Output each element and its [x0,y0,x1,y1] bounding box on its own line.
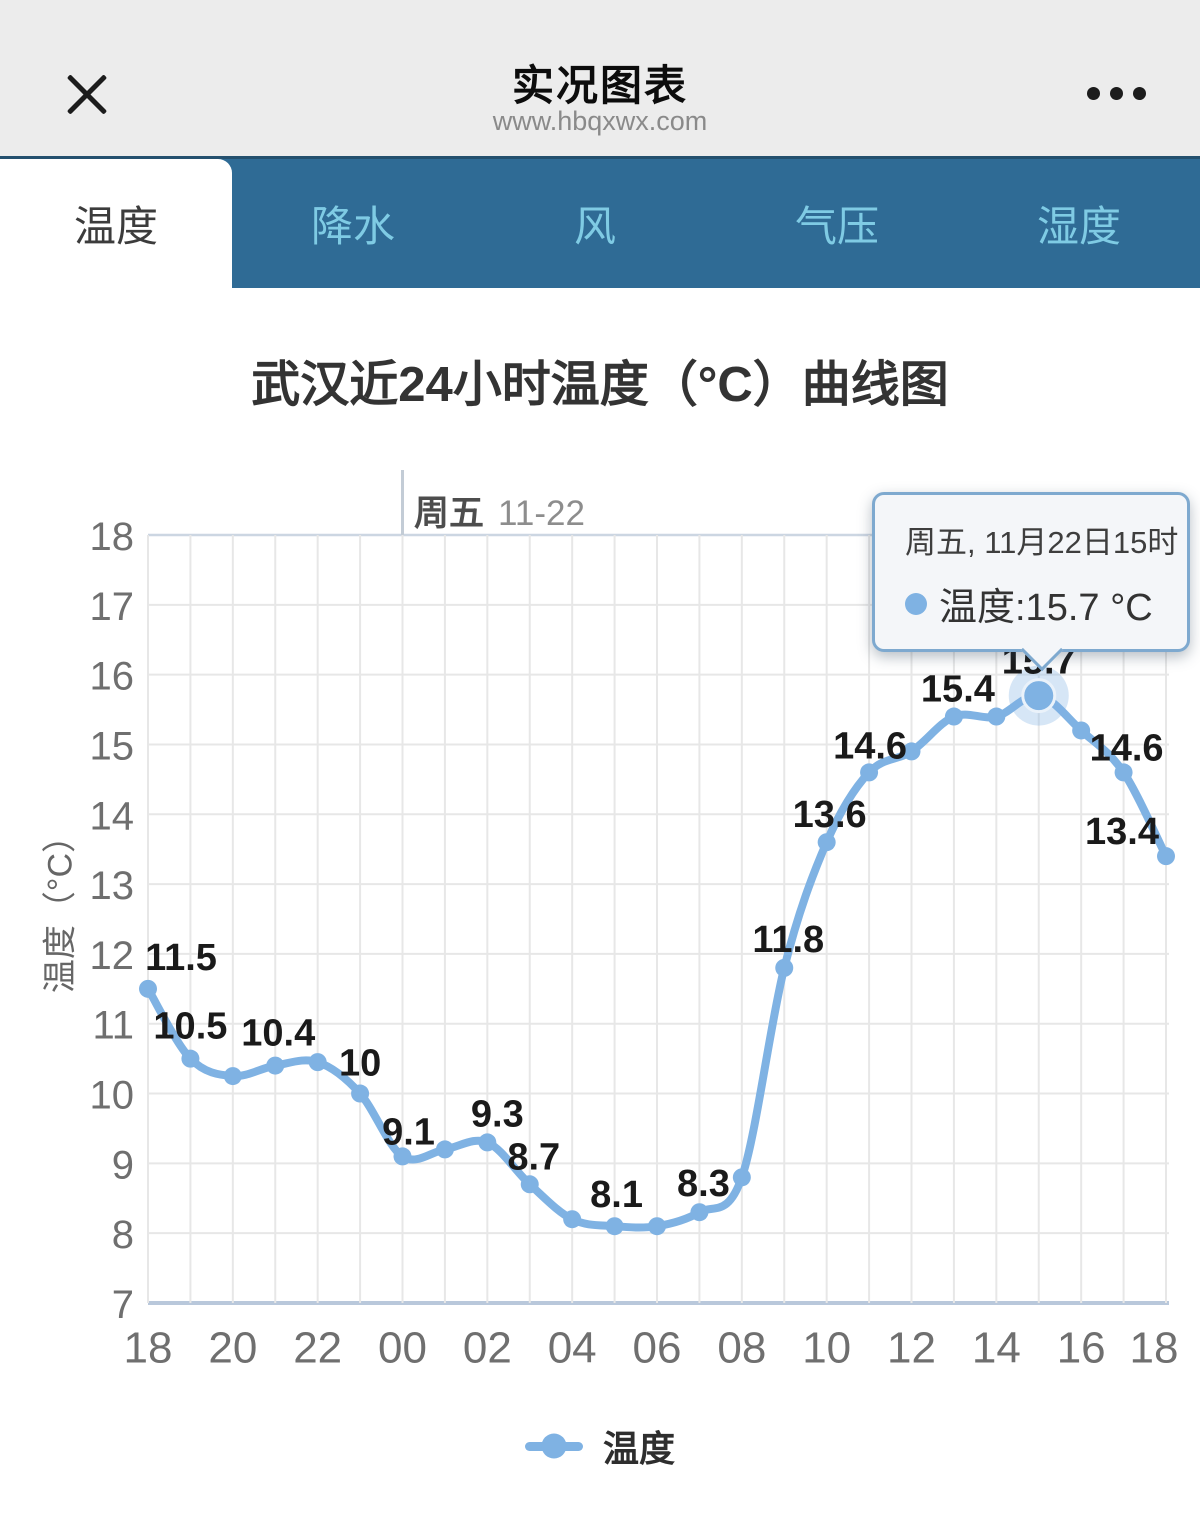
svg-text:9.1: 9.1 [382,1111,435,1153]
svg-text:11.8: 11.8 [752,919,824,961]
svg-text:22: 22 [293,1324,342,1373]
tab-pressure[interactable]: 气压 [794,203,879,250]
svg-text:8: 8 [112,1213,134,1257]
day-marker-date: 11-22 [498,494,585,533]
svg-text:9: 9 [112,1143,134,1187]
svg-text:00: 00 [378,1324,427,1373]
tab-temperature[interactable]: 温度 [0,159,232,288]
svg-text:10: 10 [90,1074,135,1118]
svg-text:13.6: 13.6 [793,794,867,836]
chart-title: 武汉近24小时温度（°C）曲线图 [251,357,949,412]
svg-text:10.5: 10.5 [153,1006,227,1048]
svg-text:16: 16 [1057,1324,1106,1373]
day-marker-label: 周五 11-22 [414,485,585,536]
svg-text:7: 7 [112,1283,134,1327]
svg-text:8.7: 8.7 [507,1136,560,1178]
browser-header: 实况图表 www.hbqxwx.com [0,0,1200,158]
tooltip-value: 温度:15.7 °C [939,587,1153,629]
svg-text:18: 18 [90,515,135,559]
svg-text:14.6: 14.6 [1090,727,1164,769]
svg-text:12: 12 [887,1324,936,1373]
svg-text:08: 08 [717,1324,766,1373]
svg-text:20: 20 [208,1324,257,1373]
svg-text:16: 16 [90,655,135,699]
svg-text:8.1: 8.1 [590,1174,643,1216]
tab-precipitation[interactable]: 降水 [310,203,395,250]
y-axis-title: 温度（°C） [41,818,80,994]
tab-bar: 温度 降水 风 气压 湿度 [0,156,1200,288]
svg-text:10.4: 10.4 [241,1013,315,1055]
svg-text:18: 18 [124,1324,173,1373]
svg-text:10: 10 [802,1324,851,1373]
series-dot-icon [905,592,927,615]
svg-text:11: 11 [92,1004,134,1048]
svg-text:17: 17 [90,585,135,629]
svg-text:14.6: 14.6 [833,725,907,767]
svg-text:14: 14 [90,794,135,838]
tooltip-time: 周五, 11月22日15时 [905,525,1179,560]
svg-text:9.3: 9.3 [471,1093,524,1135]
svg-text:06: 06 [633,1324,682,1373]
window-title: 实况图表 [511,62,688,109]
svg-text:14: 14 [972,1324,1021,1373]
window-url: www.hbqxwx.com [492,106,708,136]
more-menu-icon[interactable] [1087,87,1146,100]
svg-text:15.4: 15.4 [921,669,995,711]
svg-text:15: 15 [90,724,135,768]
legend-temperature[interactable]: 温度 [0,1420,1200,1472]
svg-text:8.3: 8.3 [677,1163,730,1205]
svg-text:12: 12 [90,934,135,978]
legend-label: 温度 [602,1428,675,1469]
day-marker-weekday: 周五 [414,494,485,533]
legend-line-marker-icon [524,1433,583,1459]
svg-text:18: 18 [1130,1324,1179,1373]
svg-text:10: 10 [339,1043,381,1085]
svg-text:02: 02 [463,1324,512,1373]
svg-text:13: 13 [90,864,135,908]
chart-tooltip: 周五, 11月22日15时 温度:15.7 °C [872,492,1190,672]
svg-text:13.4: 13.4 [1085,811,1159,853]
tab-humidity[interactable]: 湿度 [1036,203,1121,250]
tab-wind[interactable]: 风 [573,203,616,250]
svg-text:11.5: 11.5 [145,937,217,979]
svg-text:04: 04 [548,1324,597,1373]
